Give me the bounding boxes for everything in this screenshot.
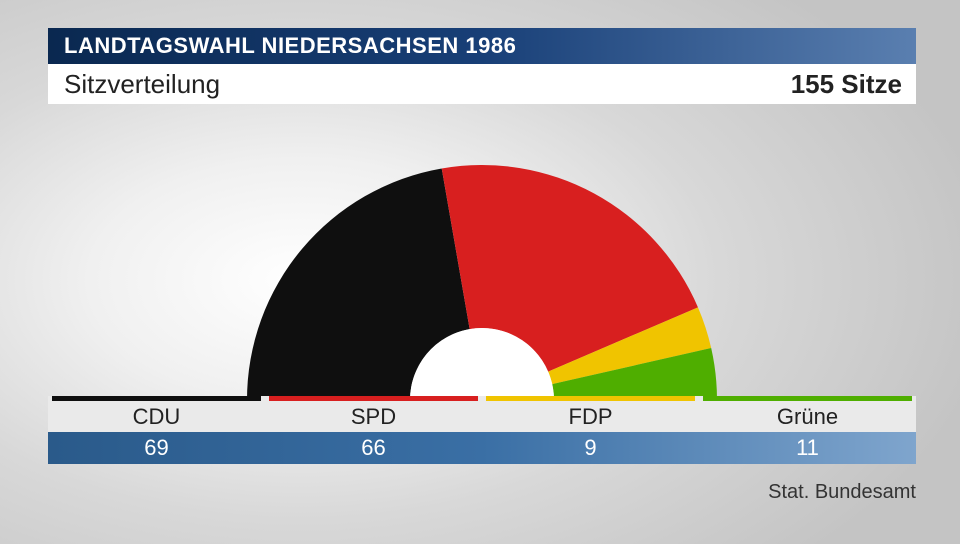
subheader-left: Sitzverteilung bbox=[64, 69, 220, 100]
legend-cell-grüne: Grüne bbox=[699, 396, 916, 432]
legend-label: SPD bbox=[351, 404, 396, 430]
seats-cell: 11 bbox=[699, 432, 916, 464]
legend-stripe bbox=[269, 396, 478, 401]
subheader-right: 155 Sitze bbox=[791, 69, 902, 100]
chart-container bbox=[48, 116, 916, 412]
seats-bar: 6966911 bbox=[48, 432, 916, 464]
source-label: Stat. Bundesamt bbox=[768, 481, 916, 504]
header-title: LANDTAGSWAHL NIEDERSACHSEN 1986 bbox=[64, 33, 516, 59]
legend-bar: CDU SPD FDP Grüne bbox=[48, 396, 916, 432]
header-bar: LANDTAGSWAHL NIEDERSACHSEN 1986 bbox=[48, 28, 916, 64]
half-donut-chart bbox=[172, 152, 792, 412]
subheader-bar: Sitzverteilung 155 Sitze bbox=[48, 64, 916, 104]
legend-label: FDP bbox=[569, 404, 613, 430]
seats-cell: 66 bbox=[265, 432, 482, 464]
legend-stripe bbox=[703, 396, 912, 401]
legend-stripe bbox=[486, 396, 695, 401]
legend-stripe bbox=[52, 396, 261, 401]
legend-cell-fdp: FDP bbox=[482, 396, 699, 432]
legend-cell-spd: SPD bbox=[265, 396, 482, 432]
legend-cell-cdu: CDU bbox=[48, 396, 265, 432]
seats-cell: 69 bbox=[48, 432, 265, 464]
legend-label: CDU bbox=[133, 404, 181, 430]
legend-label: Grüne bbox=[777, 404, 838, 430]
seats-cell: 9 bbox=[482, 432, 699, 464]
